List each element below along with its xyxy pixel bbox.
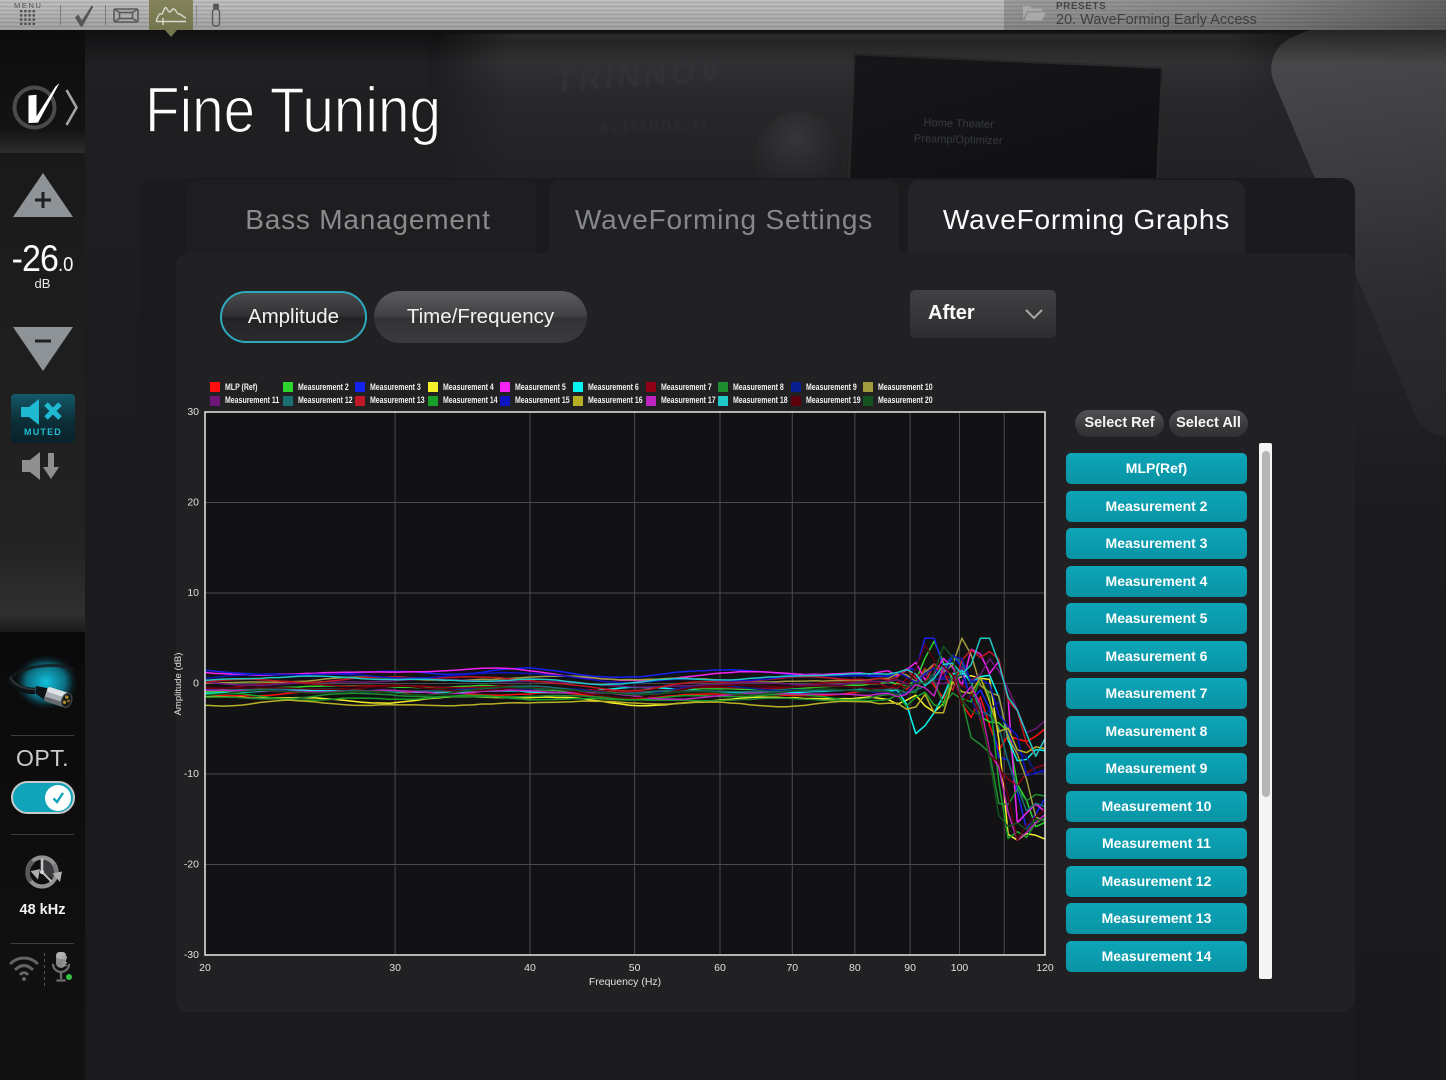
- svg-text:0: 0: [193, 678, 199, 690]
- svg-text:120: 120: [1036, 962, 1054, 974]
- svg-text:80: 80: [849, 962, 861, 974]
- svg-text:30: 30: [187, 406, 199, 418]
- svg-text:30: 30: [389, 962, 401, 974]
- svg-text:-30: -30: [184, 949, 199, 961]
- svg-text:40: 40: [524, 962, 536, 974]
- svg-text:Frequency (Hz): Frequency (Hz): [589, 976, 661, 988]
- svg-text:20: 20: [199, 962, 211, 974]
- svg-text:Amplitude (dB): Amplitude (dB): [173, 653, 184, 716]
- svg-text:70: 70: [786, 962, 798, 974]
- svg-text:90: 90: [904, 962, 916, 974]
- svg-text:60: 60: [714, 962, 726, 974]
- svg-text:10: 10: [187, 587, 199, 599]
- svg-text:50: 50: [629, 962, 641, 974]
- svg-text:100: 100: [951, 962, 969, 974]
- svg-text:-10: -10: [184, 768, 199, 780]
- svg-text:20: 20: [187, 497, 199, 509]
- svg-text:-20: -20: [184, 859, 199, 871]
